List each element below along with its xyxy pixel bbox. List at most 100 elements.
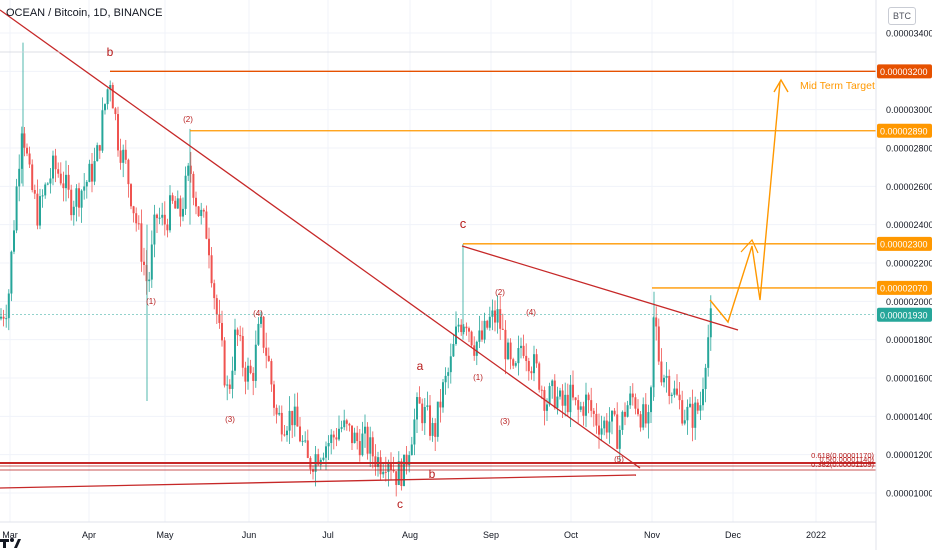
candle-body [429, 405, 431, 436]
candle-body [374, 456, 377, 467]
x-tick-label: Apr [82, 530, 96, 540]
candle-body [283, 434, 286, 436]
candle-body [236, 329, 239, 336]
y-tick-label: 0.00001000 [886, 489, 932, 499]
candle-body [210, 255, 213, 284]
candle-body [140, 223, 143, 262]
wave-label: (4) [253, 309, 263, 318]
candle-body [267, 355, 270, 362]
target-price-label: 0.00002890 [880, 126, 928, 136]
tradingview-logo-icon [0, 538, 21, 548]
target-price-box [877, 64, 932, 79]
candle-body [413, 419, 416, 445]
candle-body [650, 387, 652, 413]
y-tick-label: 0.00002600 [886, 182, 932, 192]
candle-body [670, 394, 673, 396]
candle-body [351, 425, 353, 444]
candle-body [618, 429, 621, 449]
candle-body [106, 89, 109, 105]
candle-body [197, 206, 200, 217]
time-axis[interactable]: Mar Apr May Jun Jul Aug Sep Oct Nov Dec 2022 [0, 521, 876, 540]
candle-body [468, 328, 470, 332]
wave-label: (3) [225, 415, 235, 424]
candle-body [80, 190, 83, 208]
fib-label: 0.5(0.00001140) [820, 455, 875, 464]
candle-body [494, 310, 496, 323]
candle-body [665, 375, 668, 378]
candle-body [462, 326, 465, 333]
price-axis[interactable]: 0.00001000 0.00001200 0.00001400 0.00001600… [875, 0, 932, 550]
candle-body [598, 425, 600, 435]
candle-body [228, 384, 231, 389]
trendline-support [0, 474, 637, 489]
candle-body [163, 214, 166, 225]
candle-body [595, 413, 598, 426]
candle-body [449, 356, 452, 373]
candle-body [111, 85, 114, 109]
candle-body [689, 403, 691, 407]
candle-body [26, 147, 28, 154]
candle-body [676, 388, 678, 395]
candle-body [244, 367, 247, 382]
candle-body [579, 406, 582, 410]
candle-body [36, 193, 39, 226]
candle-body [509, 342, 512, 360]
candle-body [179, 198, 182, 217]
candle-body [491, 310, 494, 317]
candle-body [572, 384, 574, 398]
candle-body [540, 389, 543, 391]
y-tick-label: 0.00003400 [886, 29, 932, 39]
candle-body [514, 363, 517, 366]
candle-body [657, 326, 660, 362]
candle-body [364, 426, 366, 434]
target-price-label: 0.00002070 [880, 283, 928, 293]
y-tick-label: 0.00002200 [886, 259, 932, 269]
y-tick-label: 0.00002000 [886, 297, 932, 307]
wave-label: c [460, 216, 467, 231]
candle-body [291, 410, 294, 426]
candle-body [332, 434, 335, 438]
candle-body [694, 402, 697, 428]
candle-body [405, 454, 408, 466]
target-price-box [877, 123, 932, 138]
candle-body [704, 367, 707, 390]
candle-body [52, 155, 54, 179]
candle-body [418, 397, 421, 404]
chart-title: OCEAN / Bitcoin, 1D, BINANCE [6, 7, 163, 19]
candle-body [546, 404, 548, 411]
target-price-label: 0.00003200 [880, 67, 928, 77]
candle-body [397, 461, 400, 485]
candle-body [166, 224, 169, 231]
candle-body [382, 471, 385, 475]
candle-body [130, 184, 132, 207]
candle-body [564, 394, 567, 406]
candle-body [548, 386, 551, 405]
candle-body [603, 420, 606, 429]
candle-body [260, 316, 262, 324]
currency-button[interactable]: BTC [888, 7, 916, 25]
candle-body [109, 85, 112, 90]
wave-label: b [429, 467, 436, 481]
candle-body [322, 457, 325, 460]
candle-body [182, 208, 184, 217]
wave-label: a [417, 359, 424, 373]
candle-body [637, 408, 639, 415]
x-tick-label: Jun [242, 530, 257, 540]
candle-body [67, 174, 70, 190]
candle-body [85, 181, 88, 187]
candle-body [192, 173, 195, 198]
candle-body [59, 173, 62, 184]
candle-body [335, 437, 338, 440]
candle-body [70, 189, 73, 216]
wave-label: (2) [183, 115, 193, 124]
x-tick-label: Aug [402, 530, 418, 540]
candle-body [613, 410, 616, 415]
candle-body [2, 316, 5, 319]
candle-body [20, 133, 23, 169]
candle-body [481, 330, 483, 340]
candle-body [434, 423, 437, 437]
chart-drawings[interactable]: Mid Term Target 0.618(0.00001170)0.5(0.00… [0, 9, 876, 511]
candle-body [184, 175, 187, 209]
candle-body [98, 145, 101, 151]
